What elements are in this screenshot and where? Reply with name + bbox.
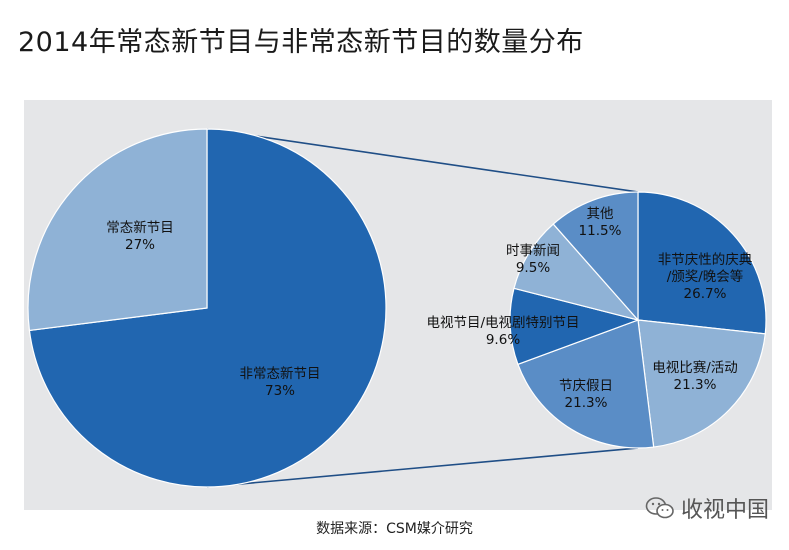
watermark-text: 收视中国	[680, 498, 769, 523]
sub-pie-slice-5	[513, 223, 640, 322]
sub-pie-slice-4	[509, 287, 641, 366]
connector-line-bottom	[206, 447, 639, 488]
main-pie-slice-1	[28, 128, 387, 488]
watermark: 收视中国	[645, 492, 769, 524]
sub-pie-label-2: 电视比赛/活动 21.3%	[652, 360, 738, 393]
connector-line-top	[206, 128, 639, 193]
chart-title: 2014年常态新节目与非常态新节目的数量分布	[18, 27, 584, 58]
sub-pie-slice-6	[552, 191, 639, 322]
data-source: 数据来源：CSM媒介研究	[316, 521, 473, 537]
sub-pie-label-6: 其他 11.5%	[579, 206, 622, 239]
sub-pie-slice-2	[637, 319, 766, 448]
main-pie-label-2: 常态新节目 27%	[106, 220, 174, 253]
wechat-icon	[645, 497, 674, 519]
sub-pie-label-3: 节庆假日 21.3%	[559, 378, 613, 411]
main-pie-slice-2	[27, 128, 208, 332]
sub-pie-label-5: 时事新闻 9.5%	[506, 243, 560, 276]
main-pie-label-1: 非常态新节目 73%	[240, 366, 321, 399]
sub-pie-label-4: 电视节目/电视剧特别节目 9.6%	[426, 315, 579, 348]
sub-pie-label-1: 非节庆性的庆典/颁奖/晚会等 26.7%	[658, 252, 753, 302]
sub-pie-slice-1	[637, 191, 767, 335]
